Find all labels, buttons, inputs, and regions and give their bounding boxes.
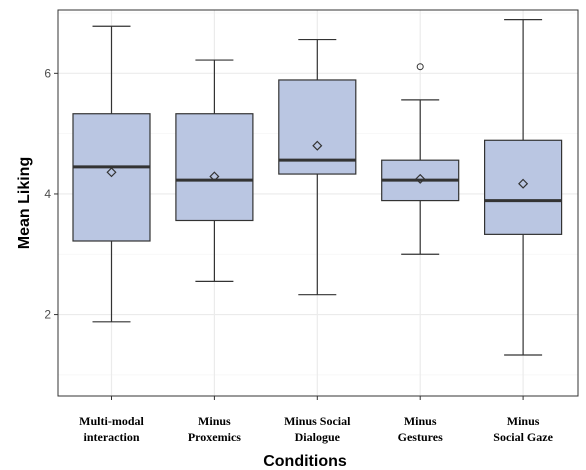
x-tick-label: Multi-modal (79, 414, 144, 428)
x-tick-label: Proxemics (188, 430, 241, 444)
mean-marker (415, 173, 426, 184)
x-tick-label: Dialogue (295, 430, 341, 444)
x-tick-label: Minus Social (284, 414, 351, 428)
x-tick-label: Social Gaze (493, 430, 553, 444)
x-tick-label: interaction (84, 430, 140, 444)
mean-marker (209, 171, 220, 182)
mean-marker (518, 178, 529, 189)
mean-marker (312, 140, 323, 151)
mean-marker (106, 167, 117, 178)
box-iqr (175, 113, 254, 222)
outlier-point (416, 63, 424, 71)
box-group (484, 19, 563, 356)
x-tick-label: Minus (198, 414, 231, 428)
x-tick-label: Minus (507, 414, 540, 428)
y-tick-label: 6 (44, 66, 51, 80)
x-axis-title: Conditions (263, 453, 347, 470)
y-tick-label: 4 (44, 187, 51, 201)
x-tick-label: Gestures (398, 430, 443, 444)
y-tick-label: 2 (44, 308, 51, 322)
box-group (72, 25, 151, 323)
box-group (381, 63, 460, 255)
panel-border (57, 9, 579, 397)
y-axis: 2 4 6 (44, 66, 58, 322)
x-tick-label: Minus (404, 414, 437, 428)
box-iqr (72, 113, 151, 242)
y-axis-title: Mean Liking (16, 157, 33, 249)
box-group (278, 38, 357, 296)
x-axis: Multi-modal interaction Minus Proxemics Minu… (79, 396, 554, 444)
box-iqr (278, 79, 357, 175)
box-group (175, 59, 254, 283)
plot-area (72, 19, 563, 356)
